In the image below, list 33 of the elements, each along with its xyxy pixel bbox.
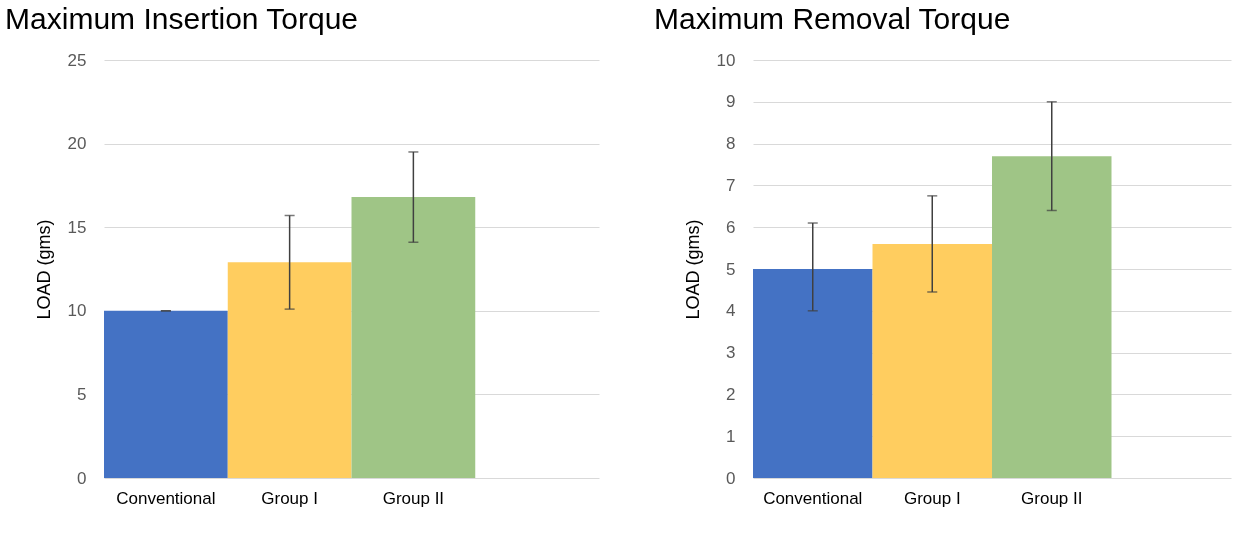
bar bbox=[872, 243, 992, 478]
bar bbox=[104, 310, 228, 478]
y-tick-label: 10 bbox=[716, 50, 736, 70]
x-tick-label: Group I bbox=[903, 488, 961, 508]
y-tick-label: 0 bbox=[726, 468, 736, 488]
x-tick-label: Group I bbox=[261, 488, 318, 508]
y-tick-label: 3 bbox=[726, 343, 736, 363]
y-axis-title: LOAD (gms) bbox=[682, 219, 703, 320]
x-tick-label: Group II bbox=[382, 488, 445, 508]
bar bbox=[992, 156, 1112, 478]
y-tick-label: 2 bbox=[726, 384, 736, 404]
bar bbox=[227, 262, 352, 478]
y-tick-label: 5 bbox=[77, 384, 87, 404]
y-tick-label: 7 bbox=[726, 175, 736, 195]
y-tick-label: 1 bbox=[726, 426, 736, 446]
y-tick-label: 6 bbox=[726, 217, 736, 237]
x-tick-label: Conventional bbox=[116, 488, 216, 508]
x-tick-label: Conventional bbox=[763, 488, 863, 508]
y-tick-label: 4 bbox=[726, 301, 736, 321]
bar bbox=[753, 269, 873, 478]
y-tick-label: 8 bbox=[726, 134, 736, 154]
bar bbox=[351, 197, 476, 478]
chart-title: Maximum Insertion Torque bbox=[5, 2, 359, 35]
y-axis-title: LOAD (gms) bbox=[33, 219, 54, 320]
y-tick-label: 20 bbox=[67, 134, 87, 154]
y-tick-label: 25 bbox=[67, 50, 87, 70]
y-tick-label: 10 bbox=[67, 301, 87, 321]
y-tick-label: 15 bbox=[67, 217, 87, 237]
x-tick-label: Group II bbox=[1021, 488, 1083, 508]
y-tick-label: 5 bbox=[726, 259, 736, 279]
y-tick-label: 9 bbox=[726, 92, 736, 112]
chart-title: Maximum Removal Torque bbox=[654, 2, 1011, 35]
y-tick-label: 0 bbox=[77, 468, 87, 488]
